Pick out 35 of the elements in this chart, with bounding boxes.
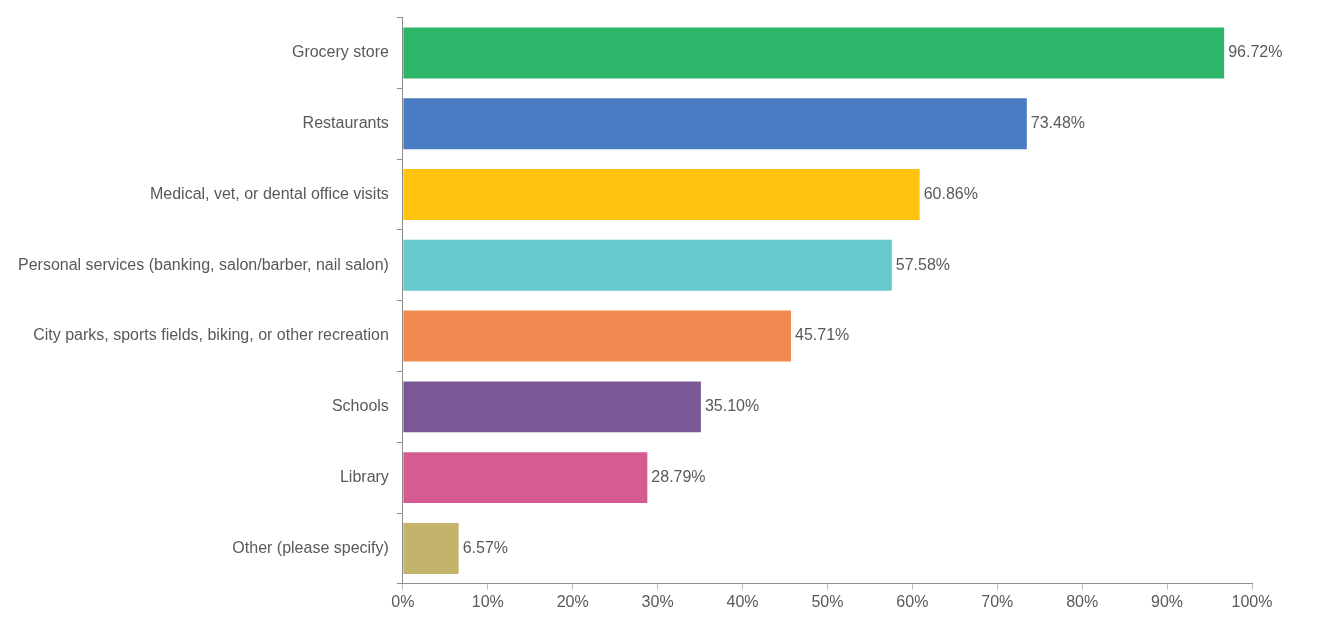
y-tick-label: Grocery store	[291, 43, 389, 61]
bar	[403, 522, 459, 574]
x-tick-label: 10%	[471, 592, 504, 610]
x-tick-label: 50%	[811, 592, 844, 610]
data-label: 57.58%	[895, 255, 951, 273]
data-label: 45.71%	[795, 326, 850, 344]
x-tick-label: 30%	[641, 592, 674, 610]
data-label: 96.72%	[1228, 43, 1283, 61]
x-tick-label: 100%	[1231, 592, 1273, 610]
x-tick-label: 70%	[981, 592, 1014, 610]
x-tick-label: 90%	[1151, 592, 1184, 610]
y-tick-label: Restaurants	[302, 114, 389, 132]
data-label: 6.57%	[462, 538, 509, 556]
data-label: 73.48%	[1030, 114, 1086, 132]
x-tick-label: 0%	[391, 592, 415, 610]
y-tick-label: Schools	[331, 397, 389, 415]
data-label: 60.86%	[923, 184, 978, 202]
bar	[403, 452, 648, 504]
bar	[403, 310, 792, 362]
y-tick-label: Other (please specify)	[232, 538, 389, 556]
bar	[403, 239, 892, 291]
data-label: 35.10%	[704, 397, 760, 415]
x-tick-label: 20%	[556, 592, 589, 610]
y-tick-label: City parks, sports fields, biking, or other recreation	[33, 326, 389, 344]
y-tick-label: Personal services (banking, salon/barber, nail salon)	[17, 255, 389, 273]
bar	[403, 98, 1027, 150]
data-label: 28.79%	[651, 468, 706, 486]
bar	[403, 381, 701, 433]
bar	[403, 27, 1225, 79]
y-tick-label: Medical, vet, or dental office visits	[149, 184, 389, 202]
x-tick-label: 40%	[726, 592, 759, 610]
x-tick-label: 60%	[896, 592, 929, 610]
y-tick-label: Library	[339, 468, 389, 486]
bar	[403, 169, 920, 221]
x-tick-label: 80%	[1066, 592, 1099, 610]
